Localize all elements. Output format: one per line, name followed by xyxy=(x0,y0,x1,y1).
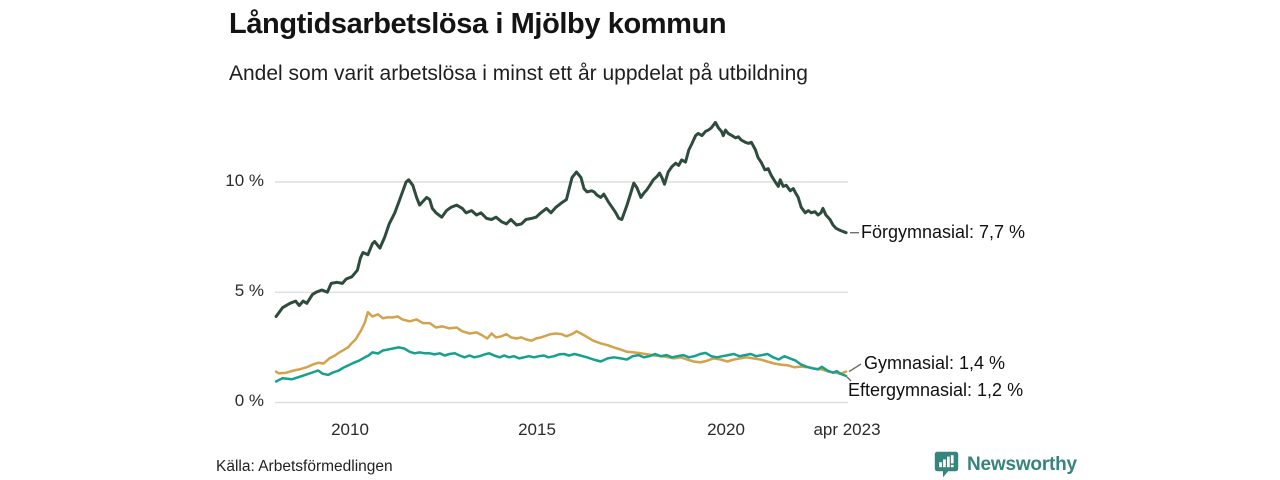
chart-subtitle: Andel som varit arbetslösa i minst ett å… xyxy=(229,62,808,85)
y-axis-tick-5: 5 % xyxy=(234,281,264,300)
page-title: Långtidsarbetslösa i Mjölby kommun xyxy=(229,8,727,40)
source-note: Källa: Arbetsförmedlingen xyxy=(216,458,393,475)
series-end-label-forgymnasial: Förgymnasial: 7,7 % xyxy=(861,222,1026,242)
x-axis-tick-2015: 2015 xyxy=(518,420,556,439)
series-line-gymnasial xyxy=(274,310,848,376)
label-leader-line xyxy=(848,363,862,373)
brand-name: Newsworthy xyxy=(967,453,1077,475)
label-leader-line xyxy=(846,376,852,382)
series-line-förgymnasial xyxy=(274,120,848,318)
x-axis-tick-2010: 2010 xyxy=(331,420,369,439)
x-axis-tick-apr2023: apr 2023 xyxy=(813,420,881,439)
series-end-label-eftergymnasial: Eftergymnasial: 1,2 % xyxy=(848,380,1024,400)
series-end-label-gymnasial: Gymnasial: 1,4 % xyxy=(864,353,1006,373)
series-line-eftergymnasial xyxy=(274,346,848,383)
bar-chart-bubble-icon xyxy=(934,451,959,478)
y-axis-tick-10: 10 % xyxy=(225,171,264,190)
x-axis-tick-2020: 2020 xyxy=(707,420,745,439)
y-axis-tick-0: 0 % xyxy=(234,391,264,410)
brand-logo: Newsworthy xyxy=(934,451,1077,478)
